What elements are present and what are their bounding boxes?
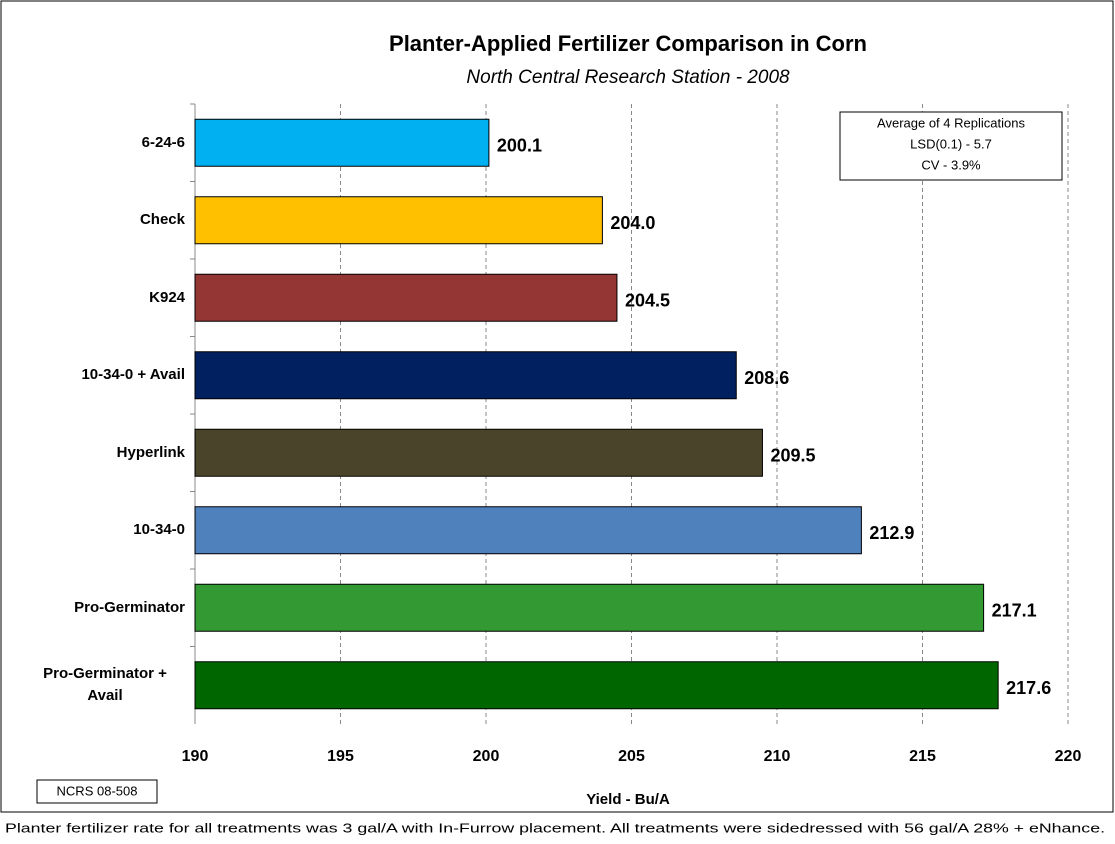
value-label: 212.9 [869, 523, 914, 543]
y-tick-label-box: 10-34-0 [133, 500, 185, 560]
annotation: LSD(0.1) - 5.7 [910, 136, 992, 151]
y-tick-label: Hyperlink [116, 443, 185, 461]
annotation: Average of 4 Replications [877, 115, 1025, 130]
value-label: 209.5 [770, 446, 815, 466]
y-tick-label-box: Check [140, 190, 185, 250]
y-tick-label: Pro-Germinator [74, 598, 185, 616]
y-tick-label: Check [139, 211, 185, 229]
bar [194, 118, 490, 167]
value-label: 208.6 [744, 368, 789, 388]
x-axis-label: Yield - Bu/A [586, 791, 670, 808]
value-label: 204.5 [625, 291, 670, 311]
value-label: 217.1 [992, 601, 1037, 621]
y-tick-label-box: Pro-Germinator [74, 578, 185, 638]
code-box [36, 779, 158, 804]
y-tick-label-box: Pro-Germinator + Avail [25, 655, 185, 715]
footnote: Planter fertilizer rate for all treatmen… [5, 820, 1105, 835]
y-tick-label-box: 6-24-6 [142, 113, 185, 173]
annotation: CV - 3.9% [921, 157, 981, 172]
bar [194, 196, 603, 245]
y-tick-label: 6-24-6 [141, 133, 185, 151]
code-label: NCRS 08-508 [57, 783, 138, 798]
y-tick-label: K924 [149, 288, 185, 306]
x-tick-label: 195 [327, 748, 354, 765]
chart-title: Planter-Applied Fertilizer Comparison in… [389, 31, 867, 56]
x-tick-label: 215 [909, 748, 936, 765]
value-label: 217.6 [1006, 678, 1051, 698]
bar [194, 506, 862, 555]
annotation-box [839, 111, 1063, 181]
y-tick-label: 10-34-0 [133, 521, 185, 539]
bar [194, 351, 737, 400]
x-tick-label: 190 [182, 748, 209, 765]
x-tick-label: 210 [764, 748, 791, 765]
chart-subtitle: North Central Research Station - 2008 [466, 67, 790, 88]
y-tick-label-box: K924 [149, 268, 185, 328]
x-tick-label: 200 [473, 748, 500, 765]
y-tick-label-box: Hyperlink [117, 423, 185, 483]
frame [0, 0, 1114, 813]
value-label: 204.0 [610, 213, 655, 233]
value-label: 200.1 [497, 136, 542, 156]
bar [194, 428, 763, 477]
bar [194, 583, 985, 632]
y-tick-label-box: 10-34-0 + Avail [81, 345, 185, 405]
bar [194, 273, 618, 322]
x-tick-label: 205 [618, 748, 645, 765]
bar [194, 661, 999, 710]
y-tick-label: 10-34-0 + Avail [81, 366, 185, 384]
y-tick-label: Pro-Germinator + Avail [43, 665, 167, 705]
x-tick-label: 220 [1055, 748, 1082, 765]
